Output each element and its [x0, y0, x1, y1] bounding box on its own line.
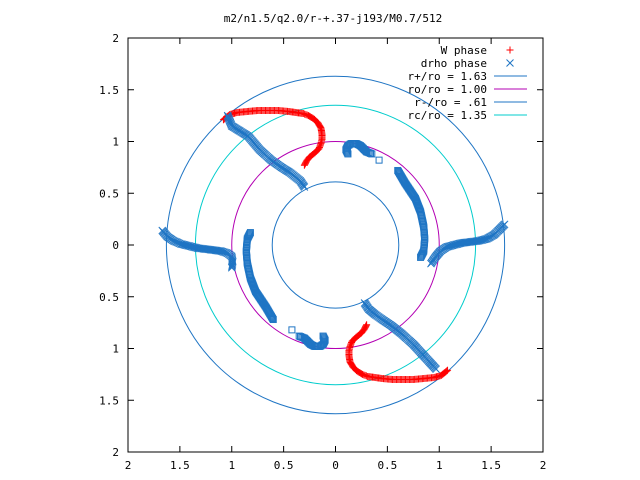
x-tick-label: 0.5 [274, 459, 294, 472]
point-marker [417, 252, 425, 260]
chart-title: m2/n1.5/q2.0/r-+.37-j193/M0.7/512 [224, 12, 443, 25]
x-tick-label: 1.5 [170, 459, 190, 472]
x-tick-label: 2 [540, 459, 547, 472]
point-marker [300, 161, 308, 169]
point-marker [319, 332, 327, 340]
reference-circle [231, 141, 440, 349]
point-marker [418, 251, 426, 259]
legend-label: r-/ro = .61 [414, 96, 487, 109]
y-tick-label: 1 [112, 136, 119, 149]
point-marker [432, 365, 440, 374]
legend-label: ro/ro = 1.00 [408, 83, 487, 96]
y-tick-label: 1 [112, 343, 119, 356]
point-marker [343, 149, 351, 157]
point-marker [320, 333, 328, 341]
point-marker [228, 261, 237, 270]
point-marker [245, 231, 253, 239]
reference-circle [165, 75, 506, 415]
data-points [158, 106, 509, 384]
point-marker [227, 263, 236, 272]
point-marker [301, 160, 309, 168]
point-marker [246, 229, 254, 237]
reference-circle [194, 104, 477, 386]
x-tick-label: 0.5 [377, 459, 397, 472]
x-tick-label: 0 [332, 459, 339, 472]
x-tick-label: 1 [228, 459, 235, 472]
x-tick-label: 1.5 [481, 459, 501, 472]
x-tick-label: 2 [125, 459, 132, 472]
point-marker [439, 370, 447, 378]
legend-label: r+/ro = 1.63 [408, 70, 487, 83]
legend-label: W phase [441, 44, 487, 57]
legend-label: rc/ro = 1.35 [408, 109, 487, 122]
point-marker [223, 111, 232, 120]
point-marker [375, 156, 383, 164]
y-tick-label: 0.5 [99, 291, 119, 304]
y-tick-label: 0.5 [99, 187, 119, 200]
point-marker [417, 253, 425, 261]
point-marker [362, 322, 370, 330]
y-tick-label: 1.5 [99, 394, 119, 407]
y-tick-label: 2 [112, 446, 119, 459]
legend-label: drho phase [421, 57, 487, 70]
reference-circle [271, 181, 400, 309]
point-marker [363, 321, 371, 329]
axis-ticks: 2 1.5 1 0.5 0 0.5 1 1.5 221.510.500.511.52 [99, 32, 546, 472]
point-marker [288, 326, 296, 334]
legend-plus-marker [506, 46, 514, 54]
point-marker [320, 334, 328, 342]
point-marker [246, 230, 254, 238]
point-marker [228, 262, 236, 271]
y-tick-label: 1.5 [99, 84, 119, 97]
point-marker [344, 150, 352, 158]
y-tick-label: 2 [112, 32, 119, 45]
point-marker [427, 259, 435, 268]
x-tick-label: 1 [436, 459, 443, 472]
legend-cross-marker [506, 59, 514, 67]
point-marker [343, 148, 351, 156]
y-tick-label: 0 [112, 239, 119, 252]
